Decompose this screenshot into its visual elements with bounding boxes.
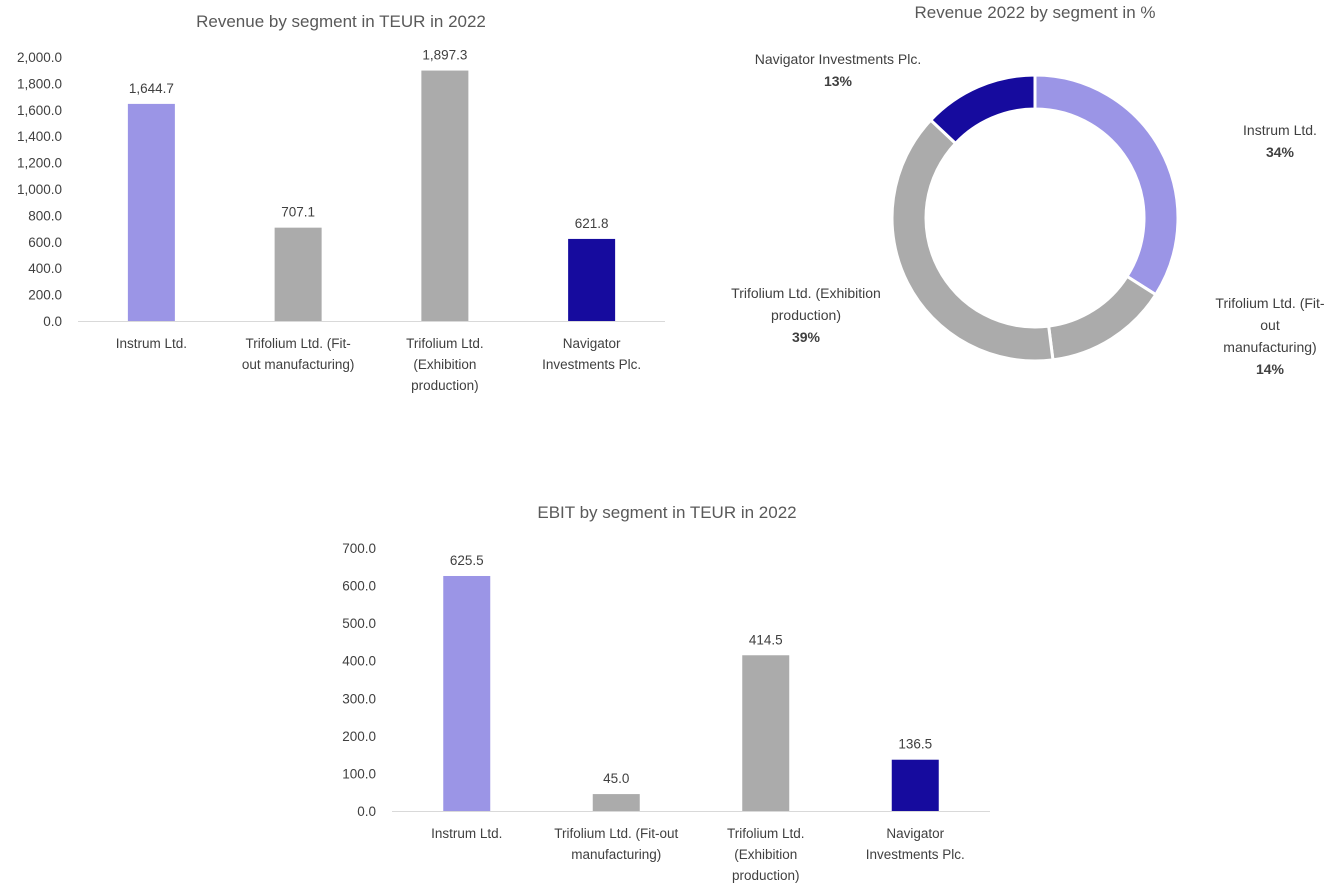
category-label: Trifolium Ltd. (Fit-out manufacturing)	[554, 826, 678, 862]
bar	[568, 238, 616, 321]
y-tick-label: 100.0	[342, 766, 376, 781]
bar	[127, 103, 175, 321]
data-label: 1,644.7	[129, 81, 174, 96]
category-label: Trifolium Ltd. (Fit-out manufacturing)	[242, 336, 355, 372]
slice-label: Trifolium Ltd. (Fit-out manufacturing)	[1215, 295, 1324, 355]
y-tick-label: 1,000.0	[17, 182, 62, 197]
slice-percent: 39%	[792, 329, 821, 345]
y-tick-label: 700.0	[342, 541, 376, 556]
y-tick-label: 0.0	[357, 804, 376, 819]
slice-percent: 14%	[1256, 361, 1285, 377]
data-label: 625.5	[450, 553, 484, 568]
slice-percent: 34%	[1266, 144, 1295, 160]
data-label: 45.0	[603, 771, 629, 786]
y-tick-label: 0.0	[43, 314, 62, 329]
y-tick-label: 400.0	[28, 261, 62, 276]
category-label: Navigator Investments Plc.	[866, 826, 965, 862]
donut-slice	[1033, 73, 1180, 297]
ebit-bar-chart: EBIT by segment in TEUR in 2022 0.0 100.0…	[342, 503, 990, 883]
y-tick-label: 2,000.0	[17, 50, 62, 65]
revenue-share-donut-chart: Revenue 2022 by segment in % Instrum Ltd…	[731, 3, 1325, 377]
bar	[443, 575, 491, 811]
category-label: Navigator Investments Plc.	[542, 336, 641, 372]
donut-slice	[928, 73, 1037, 146]
y-tick-label: 400.0	[342, 654, 376, 669]
y-tick-label: 1,600.0	[17, 103, 62, 118]
y-tick-label: 200.0	[342, 729, 376, 744]
bar	[742, 655, 790, 811]
slice-label: Navigator Investments Plc.	[755, 51, 922, 67]
category-label: Trifolium Ltd. (Exhibition production)	[727, 826, 805, 883]
y-tick-label: 1,800.0	[17, 76, 62, 91]
donut-chart-title: Revenue 2022 by segment in %	[915, 3, 1156, 22]
y-tick-label: 1,400.0	[17, 129, 62, 144]
y-tick-label: 600.0	[342, 579, 376, 594]
donut-slice	[1046, 274, 1158, 362]
data-label: 1,897.3	[422, 48, 467, 63]
bar	[421, 70, 469, 321]
data-label: 707.1	[281, 205, 315, 220]
revenue-bar-chart: Revenue by segment in TEUR in 2022 0.0 20…	[17, 12, 665, 393]
slice-label: Trifolium Ltd. (Exhibition production)	[731, 285, 881, 323]
slice-label: Instrum Ltd.	[1243, 122, 1317, 138]
y-tick-label: 600.0	[28, 235, 62, 250]
data-label: 414.5	[749, 632, 783, 647]
y-tick-label: 300.0	[342, 691, 376, 706]
y-tick-label: 800.0	[28, 208, 62, 223]
slice-percent: 13%	[824, 73, 853, 89]
bar	[592, 794, 640, 811]
category-label: Instrum Ltd.	[116, 336, 187, 351]
bar	[274, 227, 322, 321]
data-label: 136.5	[898, 737, 932, 752]
data-label: 621.8	[575, 216, 609, 231]
ebit-chart-title: EBIT by segment in TEUR in 2022	[537, 503, 796, 522]
y-tick-label: 200.0	[28, 288, 62, 303]
bar	[891, 759, 939, 811]
category-label: Trifolium Ltd. (Exhibition production)	[406, 336, 484, 393]
revenue-chart-title: Revenue by segment in TEUR in 2022	[196, 12, 486, 31]
y-tick-label: 500.0	[342, 616, 376, 631]
donut-slice	[890, 117, 1055, 363]
y-tick-label: 1,200.0	[17, 156, 62, 171]
category-label: Instrum Ltd.	[431, 826, 502, 841]
